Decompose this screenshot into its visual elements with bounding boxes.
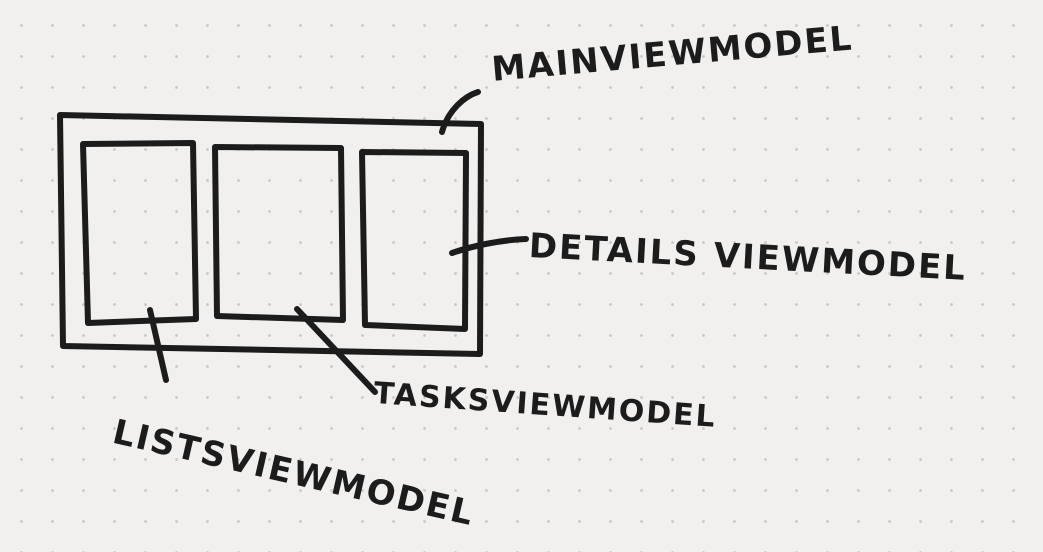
tasks-viewmodel-box [212,144,346,323]
tasks-pointer-line [294,306,378,395]
lists-pointer-line [147,307,169,383]
details-pointer-line [449,236,529,256]
lists-viewmodel-box [80,140,199,326]
main-viewmodel-box [57,112,484,357]
details-viewmodel-box [359,149,469,332]
main-pointer-line [439,89,481,135]
